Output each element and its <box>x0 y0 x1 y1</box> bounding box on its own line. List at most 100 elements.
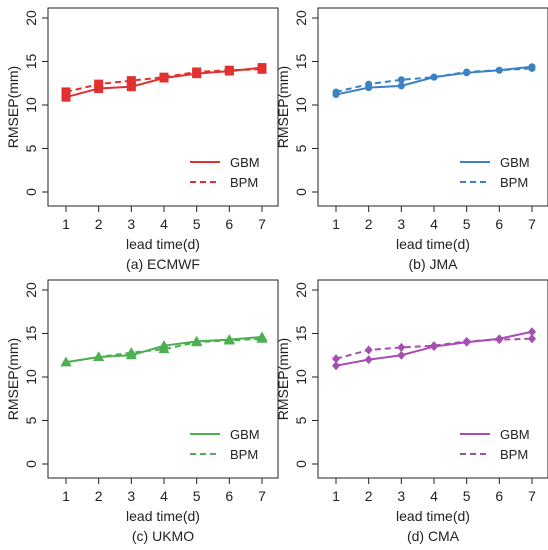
chart-panel-2: 0 5 10 15 20 1 2 3 4 5 6 7 lead time(d) (b) JMA RMSEP(… <box>275 7 548 272</box>
data-point-bpm <box>397 342 406 352</box>
data-point-bpm <box>528 334 536 344</box>
plot-frame <box>47 7 279 207</box>
data-point-bpm <box>125 347 137 357</box>
y-tick-label: 0 <box>23 460 39 468</box>
data-point-bpm <box>528 64 536 72</box>
x-tick-label: 7 <box>528 488 536 504</box>
data-point-bpm <box>257 64 267 74</box>
data-point-bpm <box>332 88 340 96</box>
x-axis-label: lead time(d) <box>396 508 470 524</box>
x-tick-label: 1 <box>332 488 340 504</box>
legend-label-gbm: GBM <box>230 155 260 170</box>
x-tick-label: 5 <box>463 216 471 232</box>
legend-label-gbm: GBM <box>500 427 530 442</box>
x-tick-label: 6 <box>495 216 503 232</box>
x-tick-label: 2 <box>365 216 373 232</box>
x-tick-label: 5 <box>193 216 201 232</box>
data-point-bpm <box>61 87 71 97</box>
y-tick-label: 15 <box>23 54 39 70</box>
x-tick-label: 4 <box>160 488 168 504</box>
y-tick-label: 10 <box>23 369 39 385</box>
x-tick-label: 4 <box>430 216 438 232</box>
data-point-bpm <box>126 76 136 86</box>
data-point-bpm <box>158 343 170 354</box>
data-point-bpm <box>192 67 202 77</box>
x-tick-label: 1 <box>62 488 70 504</box>
y-tick-label: 10 <box>23 97 39 113</box>
data-point-bpm <box>365 80 373 88</box>
legend-label-gbm: GBM <box>230 427 260 442</box>
data-point-bpm <box>60 356 72 367</box>
y-tick-label: 5 <box>293 144 309 152</box>
data-point-bpm <box>94 79 104 89</box>
data-point-bpm <box>256 333 268 343</box>
x-tick-label: 5 <box>193 488 201 504</box>
x-tick-label: 4 <box>160 216 168 232</box>
data-point-gbm <box>397 82 405 90</box>
legend-label-bpm: BPM <box>230 175 258 190</box>
y-tick-label: 0 <box>23 188 39 196</box>
x-tick-label: 2 <box>95 216 103 232</box>
y-tick-label: 5 <box>23 144 39 152</box>
x-tick-label: 5 <box>463 488 471 504</box>
data-point-bpm <box>463 68 471 76</box>
panel-caption: (b) JMA <box>409 256 459 272</box>
y-axis-label: RMSEP(mm) <box>275 66 291 148</box>
x-tick-label: 4 <box>430 488 438 504</box>
data-point-gbm <box>61 92 71 102</box>
y-tick-label: 15 <box>293 326 309 342</box>
x-tick-label: 2 <box>365 488 373 504</box>
y-tick-label: 10 <box>293 369 309 385</box>
x-tick-label: 7 <box>258 488 266 504</box>
y-tick-label: 15 <box>23 326 39 342</box>
chart-panel-1: 0 5 10 15 20 1 2 3 4 5 6 7 lead time(d) (a) ECMWF RMSE… <box>5 7 279 272</box>
plot-frame <box>47 279 279 479</box>
x-tick-label: 3 <box>127 488 135 504</box>
y-axis-label: RMSEP(mm) <box>275 338 291 420</box>
panel-caption: (d) CMA <box>407 528 460 544</box>
y-tick-label: 5 <box>293 416 309 424</box>
y-tick-label: 20 <box>23 282 39 298</box>
data-point-bpm <box>462 336 471 346</box>
plot-frame <box>317 7 548 207</box>
x-tick-label: 1 <box>332 216 340 232</box>
data-point-bpm <box>224 65 234 75</box>
x-tick-label: 3 <box>397 488 405 504</box>
x-tick-label: 1 <box>62 216 70 232</box>
data-point-bpm <box>223 334 235 345</box>
data-point-bpm <box>159 72 169 82</box>
panel-caption: (c) UKMO <box>132 528 194 544</box>
y-tick-label: 20 <box>293 282 309 298</box>
x-tick-label: 6 <box>225 488 233 504</box>
x-tick-label: 7 <box>528 216 536 232</box>
y-axis-label: RMSEP(mm) <box>5 66 21 148</box>
y-tick-label: 10 <box>293 97 309 113</box>
legend-label-bpm: BPM <box>500 447 528 462</box>
legend-label-bpm: BPM <box>230 447 258 462</box>
data-point-gbm <box>332 361 340 371</box>
y-tick-label: 0 <box>293 188 309 196</box>
x-tick-label: 3 <box>127 216 135 232</box>
data-point-gbm <box>364 355 373 365</box>
x-tick-label: 7 <box>258 216 266 232</box>
data-point-bpm <box>364 345 373 355</box>
data-point-gbm <box>528 327 536 337</box>
plot-frame <box>317 279 548 479</box>
chart-panel-3: 0 5 10 15 20 1 2 3 4 5 6 7 lead time(d) (c) UKMO RMSEP… <box>5 279 279 544</box>
data-point-bpm <box>332 354 340 364</box>
data-point-bpm <box>397 76 405 84</box>
y-axis-label: RMSEP(mm) <box>5 338 21 420</box>
x-tick-label: 6 <box>495 488 503 504</box>
x-axis-label: lead time(d) <box>126 236 200 252</box>
panel-caption: (a) ECMWF <box>126 256 200 272</box>
data-point-gbm <box>397 350 406 360</box>
data-point-bpm <box>495 335 504 345</box>
x-tick-label: 6 <box>225 216 233 232</box>
legend-label-bpm: BPM <box>500 175 528 190</box>
data-point-bpm <box>430 73 438 81</box>
y-tick-label: 20 <box>293 10 309 26</box>
x-axis-label: lead time(d) <box>126 508 200 524</box>
x-axis-label: lead time(d) <box>396 236 470 252</box>
x-tick-label: 2 <box>95 488 103 504</box>
